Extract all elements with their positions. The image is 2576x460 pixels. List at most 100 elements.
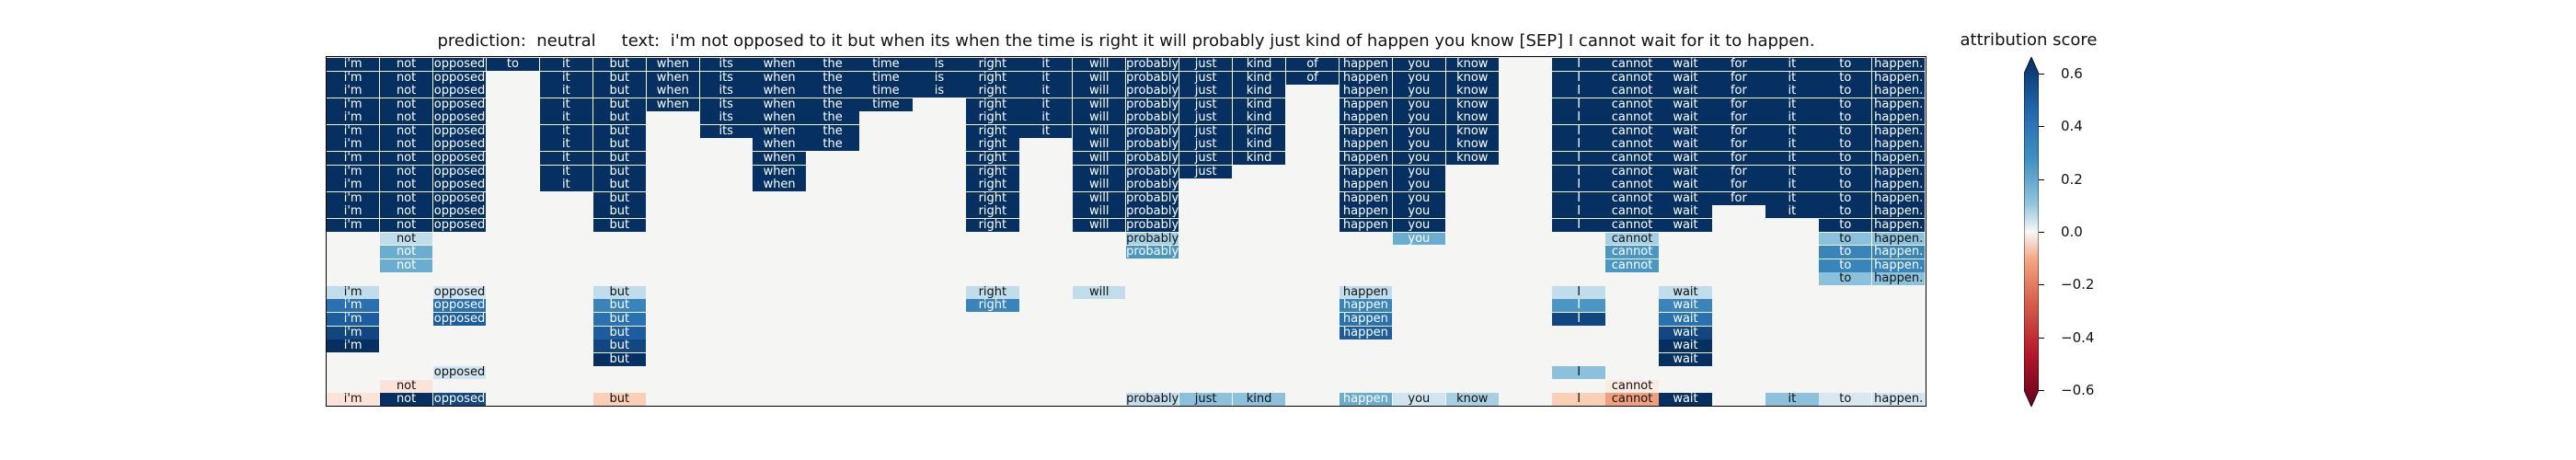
heatmap-cell: but [592,58,646,71]
heatmap-cell: it [539,165,593,178]
heatmap-cell: opposed [432,285,487,299]
heatmap-cell: you [1392,393,1445,406]
heatmap-cell: kind [1232,98,1286,111]
heatmap-cell: happen. [1872,178,1926,192]
heatmap-cell: happen. [1872,165,1926,178]
heatmap-cell: happen. [1872,111,1926,125]
heatmap-cell: but [592,124,646,138]
heatmap-cell: for [1712,98,1765,111]
heatmap-cell: time [859,71,913,85]
heatmap-cell: it [1765,165,1819,178]
heatmap-cell: its [699,58,753,71]
heatmap-cell: just [1179,165,1233,178]
heatmap-cell: probably [1126,178,1179,192]
heatmap-cell: when [753,165,806,178]
heatmap-cell: probably [1126,218,1179,232]
heatmap-cell: you [1392,205,1445,219]
heatmap-cell: wait [1659,165,1712,178]
colorbar-tick-mark [2039,337,2044,339]
heatmap-cell: i'm [327,71,380,85]
heatmap-cell: I [1552,366,1605,380]
heatmap-cell: cannot [1605,85,1659,98]
heatmap-cell: i'm [327,285,380,299]
heatmap-cell: probably [1126,71,1179,85]
heatmap-cell: wait [1659,285,1712,299]
heatmap-cell: I [1552,71,1605,85]
heatmap-cell: opposed [432,58,487,71]
heatmap-cell: cannot [1605,58,1659,71]
heatmap-cell: wait [1659,178,1712,192]
heatmap-cell: it [539,98,593,111]
heatmap-cell: it [1765,58,1819,71]
colorbar-tick-label: −0.6 [2061,382,2095,398]
colorbar [2024,57,2039,407]
heatmap-cell: cannot [1605,191,1659,205]
heatmap-cell: right [966,152,1019,165]
heatmap-cell: but [592,205,646,219]
heatmap-cell: you [1392,232,1445,246]
heatmap-cell: happen [1339,285,1393,299]
heatmap-cell: wait [1659,205,1712,219]
heatmap-cell: cannot [1605,246,1659,259]
heatmap-cell: wait [1659,152,1712,165]
heatmap-cell: not [379,85,433,98]
heatmap-cell: happen [1339,218,1393,232]
heatmap-cell: will [1073,58,1126,71]
heatmap-cell: i'm [327,138,380,152]
heatmap-cell: will [1073,165,1126,178]
heatmap-cell: not [379,246,433,259]
heatmap-cell: it [539,124,593,138]
colorbar-tick-label: −0.2 [2061,276,2095,293]
heatmap-cell: I [1552,111,1605,125]
heatmap-cell: know [1445,85,1499,98]
heatmap-cell: it [539,71,593,85]
heatmap-cell: opposed [432,178,487,192]
heatmap-cell: not [379,111,433,125]
heatmap-cell: for [1712,152,1765,165]
colorbar-tick-label: 0.4 [2061,118,2083,135]
heatmap-cell: kind [1232,393,1286,406]
heatmap-cell: happen. [1872,138,1926,152]
heatmap-cell: when [646,98,699,111]
heatmap-cell: wait [1659,393,1712,406]
heatmap-cell: the [806,138,859,152]
heatmap-cell: I [1552,138,1605,152]
heatmap-cell: when [753,124,806,138]
attribution-heatmap: i'm not opposed to it but when its when the time is… [326,56,1926,407]
heatmap-cell: not [379,165,433,178]
heatmap-cell: but [592,138,646,152]
heatmap-cell: kind [1232,124,1286,138]
heatmap-cell: you [1392,152,1445,165]
heatmap-cell: for [1712,191,1765,205]
heatmap-cell: its [699,85,753,98]
heatmap-cell: happen [1339,138,1393,152]
heatmap-cell: for [1712,165,1765,178]
heatmap-cell: i'm [327,124,380,138]
colorbar-tick-mark [2039,284,2044,286]
heatmap-cell: you [1392,138,1445,152]
heatmap-cell: know [1445,58,1499,71]
colorbar-tick-label: 0.2 [2061,170,2083,188]
heatmap-cell: happen. [1872,152,1926,165]
heatmap-cell: but [592,111,646,125]
heatmap-cell: happen [1339,205,1393,219]
chart-title: prediction: neutral text: i'm not opposed… [326,31,1926,51]
heatmap-cell: right [966,111,1019,125]
heatmap-cell: wait [1659,326,1712,339]
heatmap-cell: just [1179,111,1233,125]
heatmap-cell: but [592,339,646,353]
heatmap-cell: it [1765,124,1819,138]
heatmap-cell: not [379,191,433,205]
heatmap-cell: its [699,111,753,125]
heatmap-cell: happen. [1872,191,1926,205]
heatmap-cell: to [1819,205,1872,219]
heatmap-cell: i'm [327,205,380,219]
heatmap-cell: will [1073,191,1126,205]
heatmap-cell: it [1765,85,1819,98]
heatmap-cell: the [806,58,859,71]
heatmap-cell: I [1552,58,1605,71]
heatmap-cell: happen. [1872,272,1926,286]
heatmap-cell: is [913,85,966,98]
heatmap-cell: know [1445,111,1499,125]
heatmap-cell: it [1765,191,1819,205]
